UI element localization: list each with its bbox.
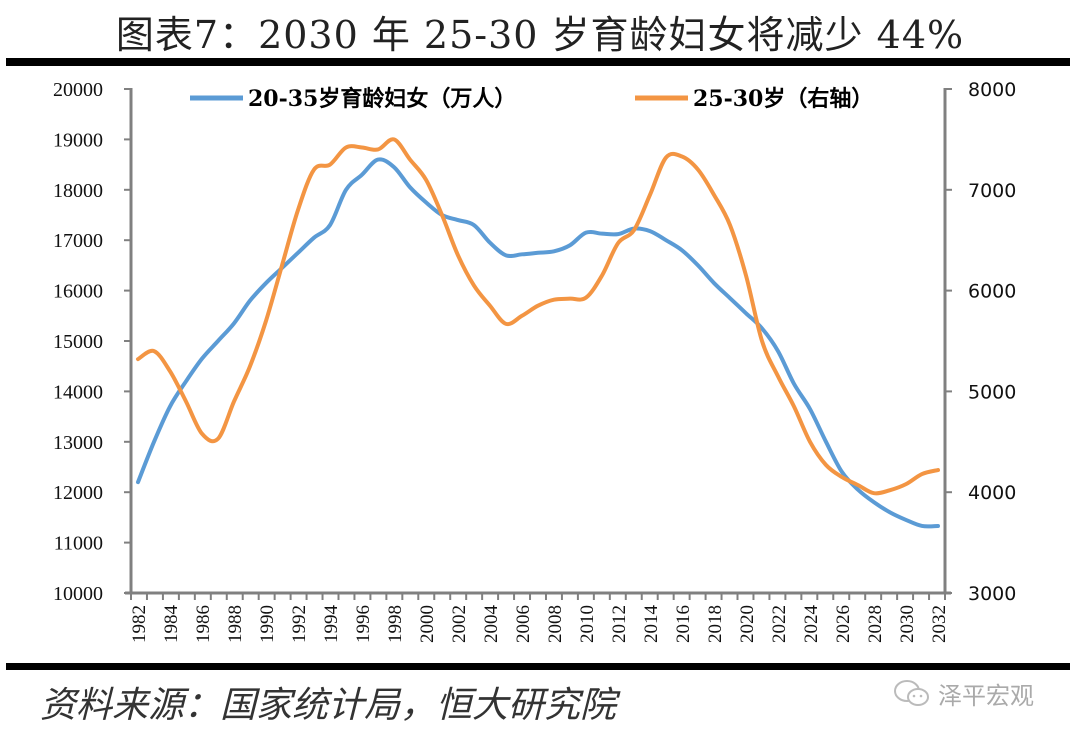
- x-tick-label: 1990: [257, 605, 278, 643]
- x-tick-label: 1998: [385, 605, 406, 643]
- y-tick-label: 12000: [53, 482, 103, 504]
- series-lines: [136, 137, 940, 529]
- series-line-25-30: [136, 137, 940, 496]
- y-tick-label: 15000: [53, 331, 103, 353]
- y-tick-label: 14000: [53, 381, 103, 403]
- y2-tick-label: 7000: [968, 180, 1016, 202]
- x-tick-label: 1982: [129, 605, 150, 643]
- chart-title: 图表7：2030 年 25-30 岁育龄妇女将减少 44%: [115, 13, 965, 57]
- x-tick-label: 1996: [353, 605, 374, 643]
- y-tick-label: 19000: [53, 129, 103, 151]
- legend: 20-35岁育龄妇女（万人） 25-30岁（右轴）: [190, 86, 873, 112]
- legend-label-orange: 25-30岁（右轴）: [693, 86, 873, 112]
- x-tick-label: 2016: [673, 605, 694, 643]
- y-tick-label: 20000: [53, 79, 103, 101]
- axes: [125, 88, 951, 595]
- ticks: 20000 19000 18000 17000 16000 15000 14000 13000…: [53, 79, 1016, 643]
- watermark-text: 泽平宏观: [938, 682, 1034, 710]
- wechat-icon: [894, 679, 929, 706]
- top-rule: [6, 58, 1070, 66]
- x-tick-label: 2018: [705, 605, 726, 643]
- y2-tick-label: 6000: [968, 281, 1016, 303]
- y2-tick-label: 4000: [968, 482, 1016, 504]
- x-tick-label: 2004: [481, 605, 502, 644]
- source-note: 资料来源：国家统计局，恒大研究院: [40, 685, 617, 726]
- y2-tick-label: 8000: [968, 79, 1016, 101]
- y-tick-label: 18000: [53, 180, 103, 202]
- x-tick-label: 2014: [641, 605, 662, 644]
- x-tick-label: 2032: [929, 605, 950, 643]
- y-tick-label: 11000: [54, 533, 103, 555]
- y-tick-label: 16000: [53, 281, 103, 303]
- x-tick-label: 2010: [577, 605, 598, 643]
- x-tick-label: 2030: [897, 605, 918, 643]
- x-tick-label: 2012: [609, 605, 630, 643]
- series-line-20-35: [136, 157, 940, 529]
- x-tick-label: 2008: [545, 605, 566, 643]
- y-tick-label: 10000: [53, 583, 103, 605]
- x-tick-label: 1984: [161, 605, 182, 644]
- bottom-rule: [6, 663, 1070, 670]
- y-tick-label: 13000: [53, 432, 103, 454]
- x-tick-label: 2026: [833, 605, 854, 643]
- x-tick-label: 2022: [769, 605, 790, 643]
- x-tick-label: 2024: [801, 605, 822, 644]
- x-tick-label: 1988: [225, 605, 246, 643]
- x-tick-label: 2002: [449, 605, 470, 643]
- x-tick-label: 2006: [513, 605, 534, 643]
- watermark: 泽平宏观: [892, 676, 1034, 711]
- y2-tick-label: 5000: [968, 381, 1016, 403]
- y-tick-label: 17000: [53, 230, 103, 252]
- x-tick-label: 1986: [193, 605, 214, 643]
- legend-label-blue: 20-35岁育龄妇女（万人）: [248, 86, 516, 112]
- x-tick-label: 1992: [289, 605, 310, 643]
- x-tick-label: 2028: [865, 605, 886, 643]
- x-tick-label: 2000: [417, 605, 438, 643]
- x-tick-label: 2020: [737, 605, 758, 643]
- x-tick-label: 1994: [321, 605, 342, 644]
- y2-tick-label: 3000: [968, 583, 1016, 605]
